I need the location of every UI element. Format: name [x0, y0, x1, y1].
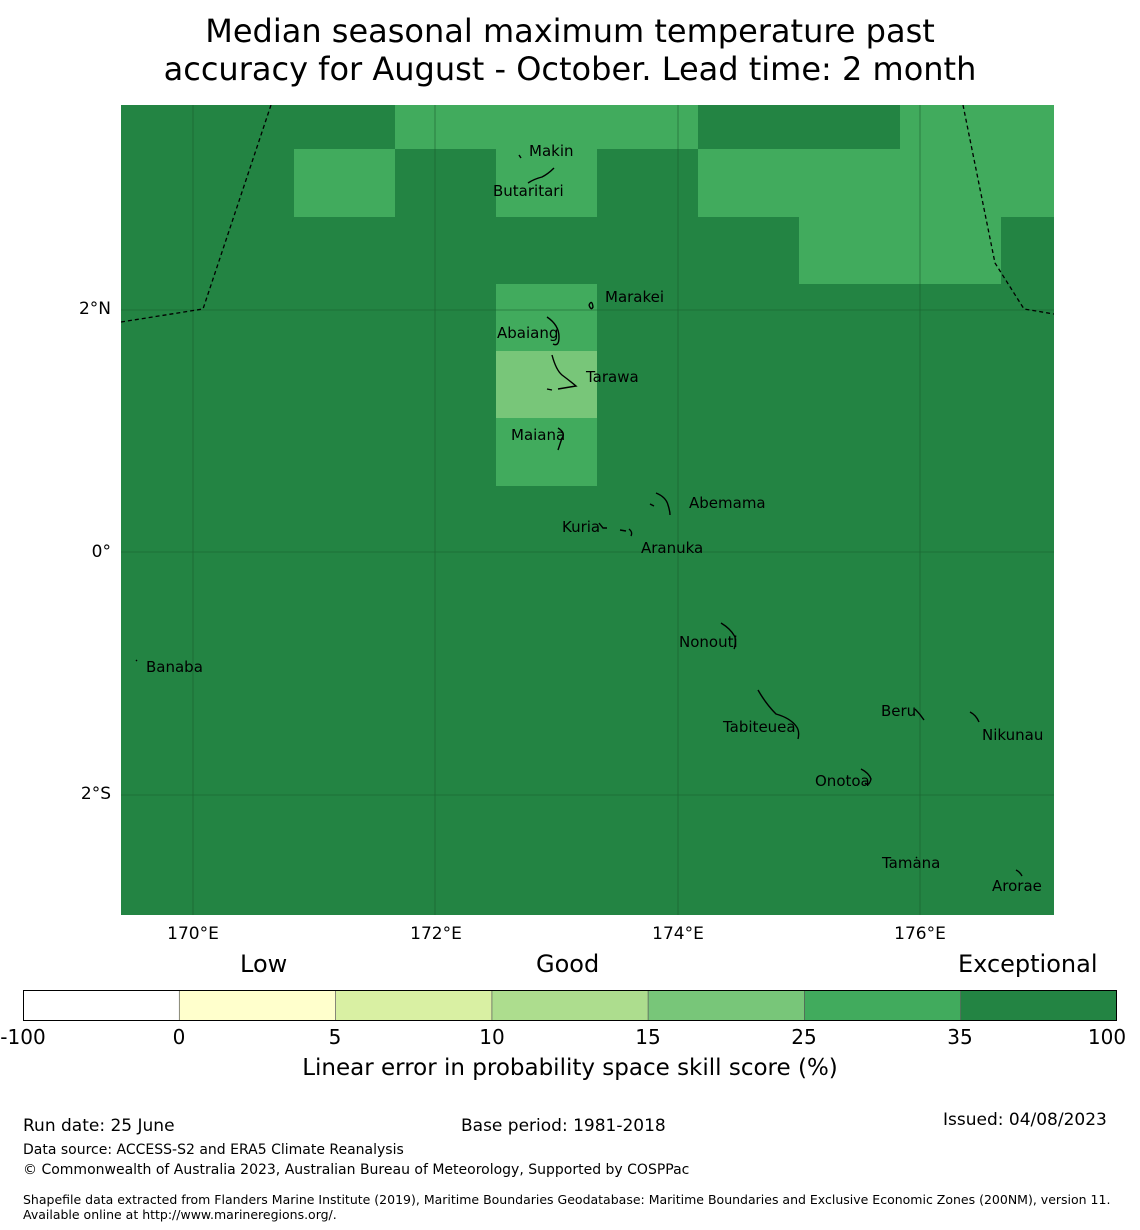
- colorbar-segment: [648, 990, 805, 1021]
- copyright: © Commonwealth of Australia 2023, Austra…: [23, 1162, 690, 1178]
- island-kuria: [598, 522, 607, 529]
- island-makin: [518, 154, 522, 159]
- skill-cells: [294, 105, 1054, 486]
- colorbar-segment: [804, 990, 961, 1021]
- skill-cell: [496, 284, 597, 351]
- skill-cell: [698, 149, 900, 217]
- skill-cell: [799, 217, 1001, 284]
- skill-cell: [294, 149, 395, 217]
- legend-tick: -100: [0, 1025, 46, 1049]
- colorbar-segment: [179, 990, 336, 1021]
- colorbar-segment: [23, 990, 180, 1021]
- legend-tick: 25: [791, 1025, 817, 1049]
- island-nikunau: [969, 711, 980, 723]
- colorbar-title: Linear error in probability space skill …: [302, 1055, 838, 1081]
- island-beru: [914, 708, 925, 721]
- lon-label-172e: 172°E: [410, 924, 462, 944]
- legend-tick: 35: [947, 1025, 973, 1049]
- place-label-maiana: Maiana: [511, 426, 566, 444]
- island-tabiteuea: [757, 689, 800, 740]
- colorbar: [23, 990, 1117, 1021]
- place-label-nikunau: Nikunau: [982, 726, 1044, 744]
- eez-boundary: [121, 105, 1054, 323]
- island-outlines: [135, 154, 1023, 877]
- base-period: Base period: 1981-2018: [461, 1116, 666, 1136]
- island-abemama: [649, 492, 671, 516]
- island-banaba: [135, 659, 138, 662]
- place-label-makin: Makin: [529, 142, 574, 160]
- colorbar-frame: [23, 990, 1117, 1021]
- place-label-tamana: Tamana: [882, 854, 941, 872]
- title-line-2: accuracy for August - October. Lead time…: [163, 50, 977, 88]
- island-onotoa: [860, 768, 872, 786]
- skill-cell-good: [496, 351, 597, 418]
- island-marakei: [588, 301, 594, 310]
- shapefile-credit: Shapefile data extracted from Flanders M…: [23, 1192, 1111, 1222]
- island-tarawa: [546, 354, 578, 391]
- place-label-banaba: Banaba: [146, 658, 203, 676]
- legend-tick: 0: [172, 1025, 186, 1049]
- place-label-butaritari: Butaritari: [493, 182, 564, 200]
- place-label-tarawa: Tarawa: [586, 368, 639, 386]
- island-aranuka: [619, 528, 633, 537]
- island-arorae: [1015, 869, 1023, 877]
- place-label-nonouti: Nonouti: [679, 633, 738, 651]
- lat-label-2n: 2°N: [78, 299, 111, 319]
- colorbar-segment: [335, 990, 492, 1021]
- place-label-kuria: Kuria: [562, 518, 601, 536]
- island-butaritari: [527, 167, 555, 184]
- skill-cell: [900, 105, 1054, 217]
- issued-date: Issued: 04/08/2023: [943, 1110, 1107, 1130]
- island-maiana: [557, 427, 565, 451]
- island-abaiang: [546, 316, 560, 346]
- legend-tick: 10: [479, 1025, 505, 1049]
- legend-category-good: Good: [536, 950, 600, 978]
- island-nonouti: [720, 622, 737, 650]
- place-label-onotoa: Onotoa: [815, 772, 870, 790]
- legend-tick: 100: [1087, 1025, 1127, 1049]
- place-label-beru: Beru: [881, 702, 917, 720]
- lon-label-170e: 170°E: [167, 924, 219, 944]
- place-label-arorae: Arorae: [992, 877, 1042, 895]
- map-title: Median seasonal maximum temperature past…: [0, 12, 1140, 88]
- skill-map: [121, 105, 1054, 915]
- lon-label-174e: 174°E: [652, 924, 704, 944]
- legend-category-low: Low: [240, 950, 288, 978]
- data-source: Data source: ACCESS-S2 and ERA5 Climate …: [23, 1142, 404, 1158]
- legend-tick: 15: [635, 1025, 661, 1049]
- place-label-abaiang: Abaiang: [497, 324, 559, 342]
- colorbar-segment: [960, 990, 1117, 1021]
- place-label-abemama: Abemama: [689, 494, 766, 512]
- place-label-marakei: Marakei: [605, 288, 665, 306]
- skill-cell: [395, 105, 698, 149]
- place-label-tabiteuea: Tabiteuea: [723, 718, 796, 736]
- lat-label-0: 0°: [91, 542, 111, 562]
- colorbar-segment: [491, 990, 649, 1021]
- skill-cell: [496, 418, 597, 486]
- gridlines: [121, 105, 1054, 915]
- title-line-1: Median seasonal maximum temperature past: [205, 12, 935, 50]
- lon-label-176e: 176°E: [894, 924, 946, 944]
- place-label-aranuka: Aranuka: [641, 539, 704, 557]
- legend-tick: 5: [328, 1025, 342, 1049]
- legend-category-exceptional: Exceptional: [958, 950, 1098, 978]
- run-date: Run date: 25 June: [23, 1116, 175, 1136]
- island-tamana: [915, 856, 918, 859]
- lat-label-2s: 2°S: [80, 784, 111, 804]
- skill-cell: [496, 149, 597, 217]
